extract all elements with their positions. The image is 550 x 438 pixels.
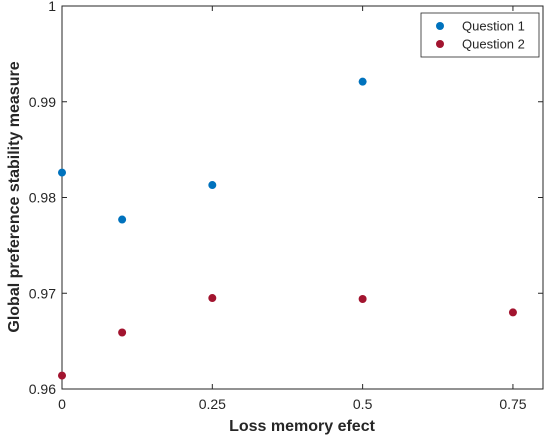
legend-marker-question-1 bbox=[436, 22, 444, 30]
x-tick-label: 0.5 bbox=[353, 396, 373, 412]
data-point-question-2 bbox=[118, 328, 127, 337]
y-tick-label: 0.96 bbox=[29, 381, 56, 397]
y-axis-title: Global preference stability measure bbox=[6, 61, 23, 332]
data-point-question-1 bbox=[358, 77, 367, 86]
legend-label-question-1: Question 1 bbox=[462, 19, 525, 34]
legend-marker-question-2 bbox=[436, 40, 444, 48]
x-axis-ticks: 0 0.25 0.5 0.75 bbox=[58, 6, 527, 412]
y-tick-label: 0.97 bbox=[29, 285, 56, 301]
y-tick-label: 1 bbox=[48, 0, 56, 14]
data-point-question-1 bbox=[58, 168, 66, 177]
y-axis-ticks: 0.96 0.97 0.98 0.99 1 bbox=[29, 0, 543, 397]
data-points bbox=[58, 77, 517, 380]
data-point-question-2 bbox=[508, 308, 517, 317]
data-point-question-2 bbox=[208, 294, 217, 303]
data-point-question-2 bbox=[358, 294, 367, 303]
data-point-question-2 bbox=[58, 371, 66, 380]
x-axis-title: Loss memory efect bbox=[229, 418, 376, 435]
x-tick-label: 0 bbox=[58, 396, 66, 412]
x-tick-label: 0.75 bbox=[499, 396, 526, 412]
plot-area bbox=[61, 5, 544, 390]
data-point-question-1 bbox=[208, 181, 217, 190]
y-tick-label: 0.99 bbox=[29, 94, 56, 110]
x-tick-label: 0.25 bbox=[199, 396, 226, 412]
legend-label-question-2: Question 2 bbox=[462, 37, 525, 52]
y-tick-label: 0.98 bbox=[29, 190, 56, 206]
legend-box bbox=[420, 12, 540, 58]
data-point-question-1 bbox=[118, 215, 127, 224]
legend: Question 1 Question 2 bbox=[420, 12, 540, 58]
